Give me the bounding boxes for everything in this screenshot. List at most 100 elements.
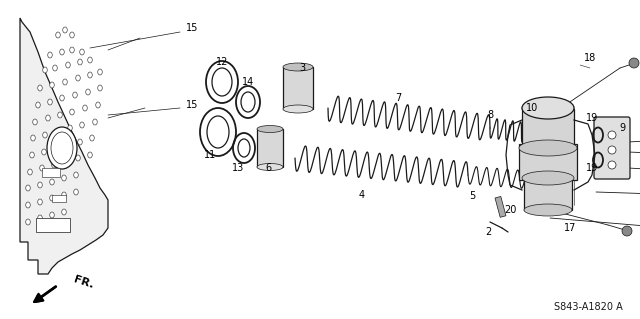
- Ellipse shape: [64, 159, 68, 165]
- Text: 18: 18: [584, 53, 596, 63]
- Text: 13: 13: [232, 163, 244, 173]
- Ellipse shape: [61, 209, 67, 215]
- Ellipse shape: [52, 162, 56, 168]
- Ellipse shape: [524, 204, 572, 216]
- Ellipse shape: [77, 59, 83, 65]
- Text: 3: 3: [299, 63, 305, 73]
- Circle shape: [608, 131, 616, 139]
- Ellipse shape: [48, 52, 52, 58]
- Ellipse shape: [88, 57, 92, 63]
- Ellipse shape: [43, 67, 47, 73]
- Ellipse shape: [93, 119, 97, 125]
- Ellipse shape: [50, 212, 54, 218]
- Ellipse shape: [70, 47, 74, 53]
- Ellipse shape: [58, 112, 62, 118]
- Ellipse shape: [40, 165, 44, 171]
- Ellipse shape: [257, 125, 283, 132]
- Ellipse shape: [52, 65, 57, 71]
- Ellipse shape: [522, 101, 574, 115]
- Bar: [36, 218, 70, 232]
- Text: FR.: FR.: [72, 274, 95, 290]
- Ellipse shape: [36, 102, 40, 108]
- Ellipse shape: [88, 152, 92, 158]
- Ellipse shape: [43, 132, 47, 138]
- Text: 4: 4: [359, 190, 365, 200]
- Ellipse shape: [61, 192, 67, 198]
- Ellipse shape: [63, 27, 67, 33]
- Ellipse shape: [54, 145, 58, 151]
- Ellipse shape: [74, 172, 78, 178]
- Ellipse shape: [257, 164, 283, 170]
- Ellipse shape: [63, 79, 67, 85]
- Ellipse shape: [45, 115, 51, 121]
- Text: 14: 14: [242, 77, 254, 87]
- Ellipse shape: [26, 219, 30, 225]
- Ellipse shape: [73, 92, 77, 98]
- Text: 5: 5: [469, 191, 475, 201]
- Ellipse shape: [212, 68, 232, 96]
- Ellipse shape: [42, 149, 46, 155]
- Text: 9: 9: [619, 123, 625, 133]
- Text: 15: 15: [186, 23, 198, 33]
- Text: 12: 12: [216, 57, 228, 67]
- Text: 15: 15: [186, 100, 198, 110]
- Bar: [522, 109, 574, 147]
- Ellipse shape: [66, 142, 70, 148]
- Circle shape: [629, 58, 639, 68]
- Ellipse shape: [66, 62, 70, 68]
- Ellipse shape: [33, 119, 37, 125]
- Ellipse shape: [38, 182, 42, 188]
- Bar: [52, 195, 66, 202]
- Ellipse shape: [38, 199, 42, 205]
- Ellipse shape: [50, 82, 54, 88]
- Ellipse shape: [56, 32, 60, 38]
- Polygon shape: [20, 18, 108, 274]
- Ellipse shape: [31, 135, 35, 141]
- Circle shape: [622, 226, 632, 236]
- Text: 11: 11: [204, 150, 216, 160]
- Ellipse shape: [68, 125, 72, 131]
- Ellipse shape: [26, 202, 30, 208]
- Text: 19: 19: [586, 113, 598, 123]
- Ellipse shape: [70, 32, 74, 38]
- Bar: [257, 129, 283, 167]
- Bar: [519, 144, 577, 180]
- Ellipse shape: [522, 97, 574, 119]
- Text: 19: 19: [586, 163, 598, 173]
- Ellipse shape: [70, 109, 74, 115]
- Ellipse shape: [47, 127, 77, 169]
- Ellipse shape: [522, 171, 574, 185]
- Ellipse shape: [38, 215, 42, 221]
- Bar: [283, 67, 313, 109]
- Ellipse shape: [283, 105, 313, 113]
- Ellipse shape: [80, 49, 84, 55]
- Text: 8: 8: [487, 110, 493, 120]
- Ellipse shape: [96, 102, 100, 108]
- Ellipse shape: [90, 135, 94, 141]
- Ellipse shape: [60, 95, 64, 101]
- Ellipse shape: [74, 189, 78, 195]
- Ellipse shape: [51, 132, 73, 164]
- Ellipse shape: [48, 99, 52, 105]
- Text: 10: 10: [526, 103, 538, 113]
- Ellipse shape: [83, 105, 87, 111]
- Ellipse shape: [86, 89, 90, 95]
- Ellipse shape: [60, 49, 64, 55]
- Circle shape: [608, 146, 616, 154]
- Ellipse shape: [80, 122, 84, 128]
- Ellipse shape: [98, 69, 102, 75]
- Ellipse shape: [519, 140, 577, 156]
- Ellipse shape: [77, 139, 83, 145]
- Ellipse shape: [38, 85, 42, 91]
- Ellipse shape: [29, 152, 35, 158]
- Text: 20: 20: [504, 205, 516, 215]
- Ellipse shape: [76, 155, 80, 161]
- FancyBboxPatch shape: [594, 117, 630, 179]
- Text: 7: 7: [395, 93, 401, 103]
- Bar: [524, 180, 572, 210]
- Circle shape: [608, 161, 616, 169]
- Ellipse shape: [56, 129, 60, 135]
- Ellipse shape: [50, 195, 54, 201]
- Ellipse shape: [28, 169, 32, 175]
- Text: 17: 17: [564, 223, 576, 233]
